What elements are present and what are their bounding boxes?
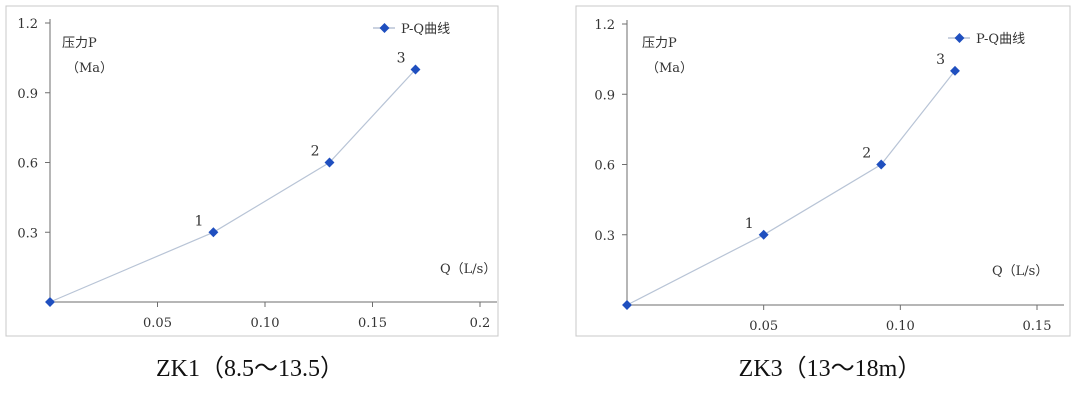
- pq-curve-line: [626, 70, 956, 306]
- y-tick-label: 0.9: [17, 87, 38, 102]
- point-label: 1: [745, 216, 754, 232]
- pq-chart-zk1: 0.3 0.6 0.9 1.2 0.05 0.10 0.15 0.2 压力P （Ma） Q（L/s）…: [5, 5, 499, 337]
- y-tick-label: 1.2: [594, 18, 615, 33]
- point-label: 2: [862, 146, 871, 162]
- x-axis-label: Q（L/s）: [992, 264, 1048, 279]
- y-tick-label: 0.3: [17, 226, 38, 241]
- data-point: [950, 65, 960, 76]
- chart-frame: [575, 5, 1071, 337]
- point-label: 2: [311, 144, 320, 160]
- legend-marker: [954, 33, 965, 43]
- chart-panel-zk1: 0.3 0.6 0.9 1.2 0.05 0.10 0.15 0.2 压力P （Ma） Q（L/s）…: [0, 0, 500, 340]
- y-axis-label: 压力P: [62, 36, 97, 51]
- x-tick-label: 0.15: [358, 316, 387, 331]
- x-tick-label: 0.2: [470, 316, 491, 331]
- chart-caption-zk1: ZK1（8.5～13.5）: [156, 356, 344, 382]
- chart-caption-zk3: ZK3（13～18m）: [738, 356, 922, 382]
- data-point: [324, 157, 335, 168]
- chart-frame: [5, 5, 499, 337]
- y-axis-unit: （Ma）: [66, 61, 113, 76]
- x-tick-label: 0.05: [749, 319, 778, 334]
- legend-label: P-Q曲线: [976, 32, 1025, 47]
- data-point: [622, 300, 632, 310]
- data-point: [208, 227, 219, 238]
- y-tick-label: 0.6: [17, 157, 38, 172]
- pq-chart-zk3: 0.3 0.6 0.9 1.2 0.05 0.10 0.15 压力P （Ma） Q（L/s） P-Q…: [575, 5, 1071, 337]
- x-tick-label: 0.15: [1023, 319, 1052, 334]
- x-tick-label: 0.10: [886, 319, 915, 334]
- x-tick-label: 0.10: [251, 316, 280, 331]
- y-tick-label: 0.3: [594, 229, 615, 244]
- y-axis-label: 压力P: [642, 36, 677, 51]
- point-label: 3: [936, 52, 945, 68]
- x-tick-label: 0.05: [143, 316, 172, 331]
- y-tick-label: 0.9: [594, 88, 615, 103]
- x-axis-label: Q（L/s）: [440, 262, 496, 277]
- y-tick-label: 0.6: [594, 159, 615, 174]
- chart-panel-zk3: 0.3 0.6 0.9 1.2 0.05 0.10 0.15 压力P （Ma） Q（L/s） P-Q…: [572, 0, 1072, 340]
- data-point: [876, 159, 887, 170]
- y-axis-unit: （Ma）: [646, 61, 693, 76]
- legend-label: P-Q曲线: [401, 22, 450, 37]
- y-tick-label: 1.2: [17, 17, 38, 32]
- point-label: 1: [194, 213, 203, 229]
- pq-curve-line: [49, 69, 416, 303]
- point-label: 3: [397, 51, 406, 67]
